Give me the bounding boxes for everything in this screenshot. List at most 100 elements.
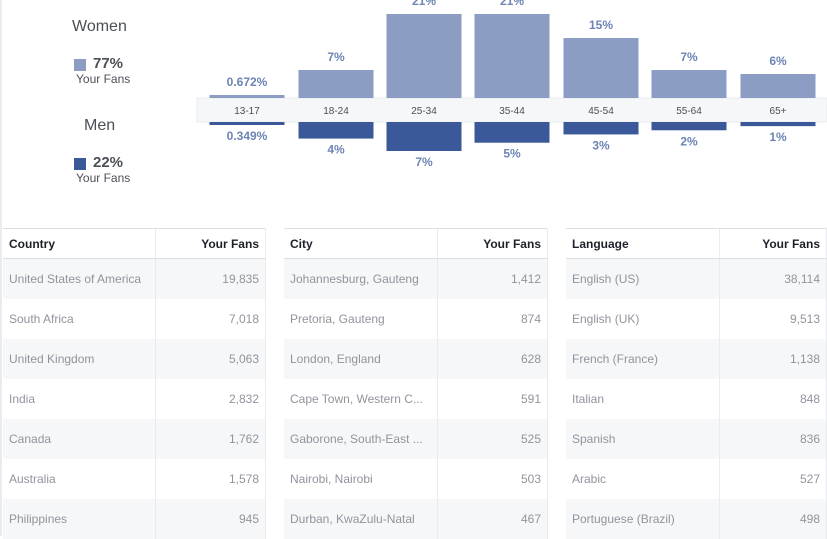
language-name-cell: English (UK) — [572, 312, 640, 326]
table-row[interactable]: Pretoria, Gauteng 874 — [284, 299, 548, 339]
men-bar — [563, 122, 639, 135]
men-swatch — [74, 158, 86, 170]
women-swatch — [74, 59, 86, 71]
age-tick-label: 13-17 — [234, 106, 260, 117]
women-value-label: 21% — [412, 0, 436, 8]
city-name-cell: Johannesburg, Gauteng — [284, 258, 438, 299]
language-fans-cell: 38,114 — [719, 258, 827, 299]
men-value-label: 2% — [680, 134, 698, 148]
language-name-cell: Portuguese (Brazil) — [566, 499, 720, 539]
left-border — [0, 0, 2, 536]
table-row[interactable]: English (US) 38,114 — [566, 258, 827, 299]
table-row[interactable]: Durban, KwaZulu-Natal 467 — [284, 499, 548, 539]
table-row[interactable]: Philippines 945 — [3, 499, 266, 539]
men-value-label: 0.349% — [227, 129, 268, 143]
country-fans-cell: 945 — [155, 499, 266, 539]
language-fans-header[interactable]: Your Fans — [719, 228, 827, 259]
women-bar — [563, 38, 639, 98]
language-name-cell: Italian — [572, 392, 605, 406]
women-bar — [740, 74, 816, 98]
language-fans-cell: 498 — [719, 499, 827, 539]
country-fans-cell: 5,063 — [155, 339, 266, 379]
men-value-label: 1% — [769, 130, 787, 144]
country-fans-cell: 1,578 — [155, 459, 266, 499]
women-value-label: 7% — [680, 50, 698, 64]
women-value-label: 21% — [500, 0, 524, 8]
language-fans-cell: 9,513 — [719, 299, 827, 339]
men-bar — [298, 122, 374, 139]
men-value-label: 7% — [415, 155, 433, 169]
country-name-cell: United Kingdom — [3, 339, 156, 379]
country-name-cell: United States of America — [3, 258, 156, 299]
city-name-cell: Pretoria, Gauteng — [290, 312, 385, 326]
women-sub-label: Your Fans — [76, 72, 131, 86]
women-value-label: 6% — [769, 54, 787, 68]
men-bar — [740, 122, 816, 127]
table-row[interactable]: United Kingdom 5,063 — [3, 339, 266, 379]
table-row[interactable]: South Africa 7,018 — [3, 299, 266, 339]
language-name-cell: English (US) — [566, 258, 720, 299]
table-row[interactable]: Gaborone, South-East ... 525 — [284, 419, 548, 459]
age-tick-label: 25-34 — [411, 106, 437, 117]
city-header[interactable]: City — [284, 228, 438, 259]
city-fans-cell: 467 — [437, 499, 548, 539]
country-fans-cell: 2,832 — [155, 379, 266, 419]
language-name-cell: Arabic — [572, 472, 607, 486]
city-name-cell: Gaborone, South-East ... — [284, 419, 438, 459]
women-legend-label: Women — [72, 18, 127, 35]
table-row[interactable]: Australia 1,578 — [3, 459, 266, 499]
country-header[interactable]: Country — [3, 228, 156, 259]
women-value-label: 0.672% — [227, 75, 268, 89]
city-name-cell: London, England — [284, 339, 438, 379]
table-row[interactable]: United States of America 19,835 — [3, 258, 266, 299]
country-fans-cell: 7,018 — [155, 299, 266, 339]
table-row[interactable]: Italian 848 — [566, 379, 827, 419]
age-tick-label: 35-44 — [499, 106, 525, 117]
city-fans-header[interactable]: Your Fans — [437, 228, 548, 259]
country-table: Country Your Fans United States of Ameri… — [3, 228, 266, 539]
age-tick-label: 18-24 — [323, 106, 349, 117]
city-table: City Your Fans Johannesburg, Gauteng 1,41… — [284, 228, 548, 539]
table-row[interactable]: Spanish 836 — [566, 419, 827, 459]
table-row[interactable]: London, England 628 — [284, 339, 548, 379]
table-row[interactable]: Nairobi, Nairobi 503 — [284, 459, 548, 499]
city-fans-cell: 1,412 — [437, 258, 548, 299]
men-value-label: 3% — [592, 138, 610, 152]
table-row[interactable]: English (UK) 9,513 — [566, 299, 827, 339]
men-bar — [386, 122, 462, 151]
country-fans-cell: 19,835 — [155, 258, 266, 299]
language-name-cell: French (France) — [566, 339, 720, 379]
table-row[interactable]: Johannesburg, Gauteng 1,412 — [284, 258, 548, 299]
country-fans-header[interactable]: Your Fans — [155, 228, 266, 259]
women-bar — [209, 95, 285, 98]
language-fans-cell: 527 — [719, 459, 827, 499]
women-percent: 77% — [93, 55, 124, 72]
city-fans-cell: 503 — [437, 459, 548, 499]
city-fans-cell: 525 — [437, 419, 548, 459]
men-value-label: 5% — [503, 147, 521, 161]
age-tick-label: 55-64 — [676, 106, 702, 117]
country-name-cell: Canada — [3, 419, 156, 459]
table-row[interactable]: Cape Town, Western C... 591 — [284, 379, 548, 419]
table-row[interactable]: Portuguese (Brazil) 498 — [566, 499, 827, 539]
table-row[interactable]: Arabic 527 — [566, 459, 827, 499]
age-gender-chart: 0.672% 0.349% 13-17 7% 4% 18-24 21% 7% 25-34 21% 5… — [196, 0, 827, 169]
country-name-cell: Australia — [9, 472, 56, 486]
men-value-label: 4% — [327, 143, 345, 157]
language-fans-cell: 1,138 — [719, 339, 827, 379]
men-legend-label: Men — [84, 117, 116, 134]
city-name-cell: Nairobi, Nairobi — [290, 472, 373, 486]
language-header[interactable]: Language — [566, 228, 720, 259]
table-row[interactable]: Canada 1,762 — [3, 419, 266, 459]
age-tick-label: 45-54 — [588, 106, 614, 117]
table-row[interactable]: French (France) 1,138 — [566, 339, 827, 379]
city-fans-cell: 591 — [437, 379, 548, 419]
men-bar — [209, 122, 285, 125]
language-name-cell: Spanish — [566, 419, 720, 459]
men-percent: 22% — [93, 154, 124, 171]
table-row[interactable]: India 2,832 — [3, 379, 266, 419]
city-name-cell: Cape Town, Western C... — [290, 392, 423, 406]
women-value-label: 7% — [327, 50, 345, 64]
country-name-cell: India — [9, 392, 36, 406]
language-fans-cell: 848 — [719, 379, 827, 419]
